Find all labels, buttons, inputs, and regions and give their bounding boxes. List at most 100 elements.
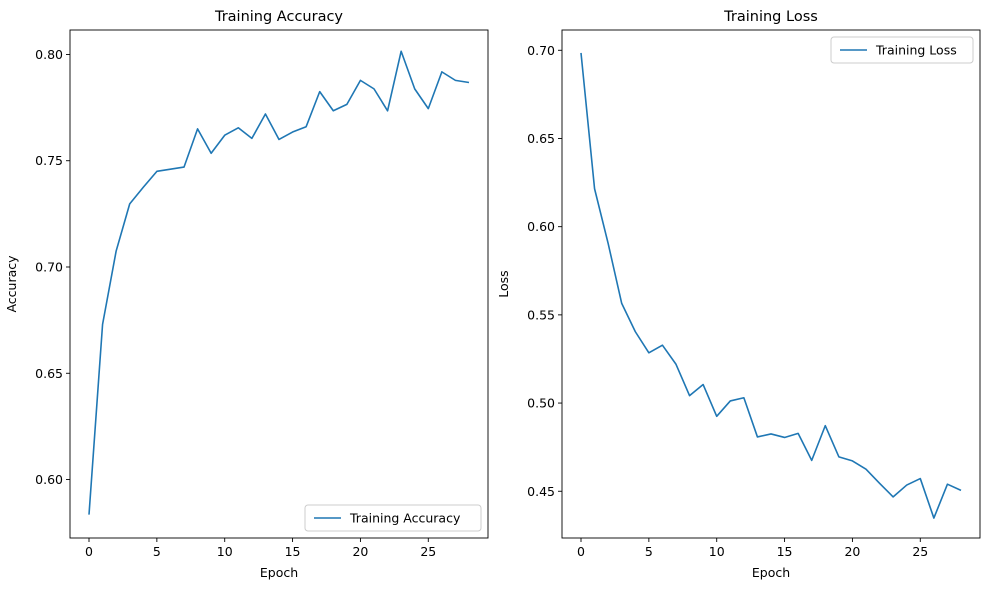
data-point [263,111,268,116]
data-point [592,186,597,191]
legend-box [304,504,482,532]
y-tick-label: 0.60 [527,219,555,234]
x-tick-label: 20 [352,544,368,559]
data-point [823,423,828,428]
x-tick-label: 25 [420,544,436,559]
y-tick-label: 0.75 [35,153,63,168]
x-tick-label: 15 [777,544,793,559]
data-point [154,169,159,174]
data-point [277,137,282,142]
data-point [904,483,909,488]
data-point [728,398,733,403]
x-tick-label: 0 [85,544,93,559]
data-point [141,185,146,190]
legend: Training Loss [830,36,974,64]
x-axis-label: Epoch [752,565,790,580]
data-point [619,301,624,306]
data-point [769,431,774,436]
training-accuracy-panel: Training Accuracy 0 5 10 15 20 25 0.60 0.65 0.70 0… [4,9,489,580]
data-point [412,86,417,91]
x-tick-label: 15 [285,544,301,559]
data-point [660,343,665,348]
data-point [439,69,444,74]
data-point [453,78,458,83]
x-tick-label: 10 [217,544,233,559]
y-tick-label: 0.70 [35,259,63,274]
data-point [304,124,309,129]
x-axis-label: Epoch [260,565,298,580]
data-point [182,165,187,170]
data-point [836,454,841,459]
y-tick-label: 0.80 [35,47,63,62]
data-point [222,133,227,138]
data-point [399,49,404,54]
legend: Training Accuracy [304,504,482,532]
y-tick-label: 0.45 [527,484,555,499]
y-tick-label: 0.55 [527,307,555,322]
data-point [114,249,119,254]
data-point [646,350,651,355]
data-point [714,414,719,419]
legend-box [830,36,974,64]
data-point [931,516,936,521]
series-line-0 [580,52,962,519]
y-tick-label: 0.60 [35,472,63,487]
data-point [358,78,363,83]
data-point [87,512,92,517]
data-point [344,102,349,107]
data-point [236,125,241,130]
data-point [877,481,882,486]
y-tick-label: 0.70 [527,43,555,58]
data-point [741,395,746,400]
data-point [633,329,638,334]
legend-label: Training Accuracy [349,511,461,526]
data-point [782,435,787,440]
data-point [195,126,200,131]
x-tick-label: 5 [645,544,653,559]
data-point [606,241,611,246]
data-point [864,467,869,472]
data-point [796,431,801,436]
data-point [209,151,214,156]
data-point [891,494,896,499]
y-tick-label: 0.50 [527,396,555,411]
chart-title: Training Loss [723,9,818,25]
data-point [687,393,692,398]
data-point [945,482,950,487]
series-line-0 [88,50,470,515]
plot-frame [561,29,981,539]
data-point [809,458,814,463]
data-point [331,108,336,113]
data-point [674,362,679,367]
data-point [249,136,254,141]
y-axis-label: Accuracy [4,255,19,313]
x-tick-label: 10 [709,544,725,559]
y-tick-label: 0.65 [527,131,555,146]
data-point [959,488,964,493]
data-point [168,167,173,172]
data-point [850,458,855,463]
training-loss-panel: Training Loss 0 5 10 15 20 25 0.45 0.50 0.55 0.60 0… [496,9,981,580]
data-point [755,434,760,439]
legend-label: Training Loss [875,43,957,58]
data-point [467,80,472,85]
chart-title: Training Accuracy [214,9,343,25]
x-tick-label: 25 [912,544,928,559]
data-point [385,108,390,113]
plot-frame [69,29,489,539]
data-point [372,86,377,91]
y-tick-label: 0.65 [35,366,63,381]
data-point [701,382,706,387]
x-tick-label: 0 [577,544,585,559]
data-point [290,130,295,135]
x-tick-label: 5 [153,544,161,559]
data-point [918,476,923,481]
data-point [127,201,132,206]
data-point [426,106,431,111]
x-tick-label: 20 [844,544,860,559]
y-axis-label: Loss [496,270,511,297]
data-point [317,89,322,94]
data-point [579,50,584,55]
